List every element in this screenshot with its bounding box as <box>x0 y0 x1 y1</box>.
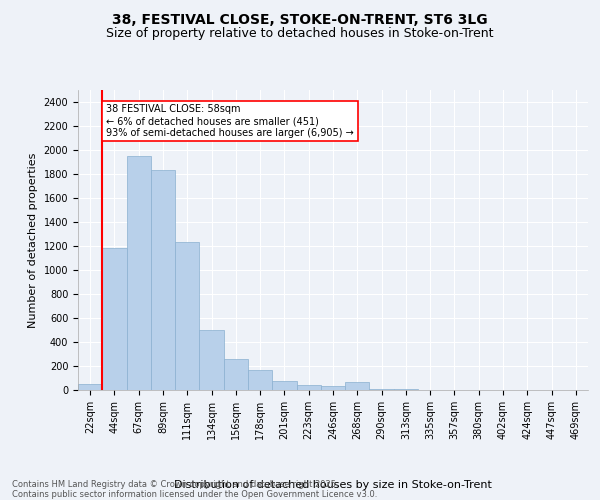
Bar <box>175 242 199 390</box>
Text: Distribution of detached houses by size in Stoke-on-Trent: Distribution of detached houses by size … <box>174 480 492 490</box>
Bar <box>248 370 272 390</box>
Bar <box>151 170 175 390</box>
Bar <box>127 156 151 390</box>
Bar <box>272 381 296 390</box>
Text: 38, FESTIVAL CLOSE, STOKE-ON-TRENT, ST6 3LG: 38, FESTIVAL CLOSE, STOKE-ON-TRENT, ST6 … <box>112 12 488 26</box>
Bar <box>345 382 370 390</box>
Bar <box>102 248 127 390</box>
Bar <box>321 386 345 390</box>
Bar <box>199 330 224 390</box>
Bar <box>78 384 102 390</box>
Y-axis label: Number of detached properties: Number of detached properties <box>28 152 38 328</box>
Bar <box>224 359 248 390</box>
Text: 38 FESTIVAL CLOSE: 58sqm
← 6% of detached houses are smaller (451)
93% of semi-d: 38 FESTIVAL CLOSE: 58sqm ← 6% of detache… <box>106 104 353 138</box>
Text: Contains HM Land Registry data © Crown copyright and database right 2025.
Contai: Contains HM Land Registry data © Crown c… <box>12 480 377 499</box>
Bar <box>296 385 321 390</box>
Text: Size of property relative to detached houses in Stoke-on-Trent: Size of property relative to detached ho… <box>106 28 494 40</box>
